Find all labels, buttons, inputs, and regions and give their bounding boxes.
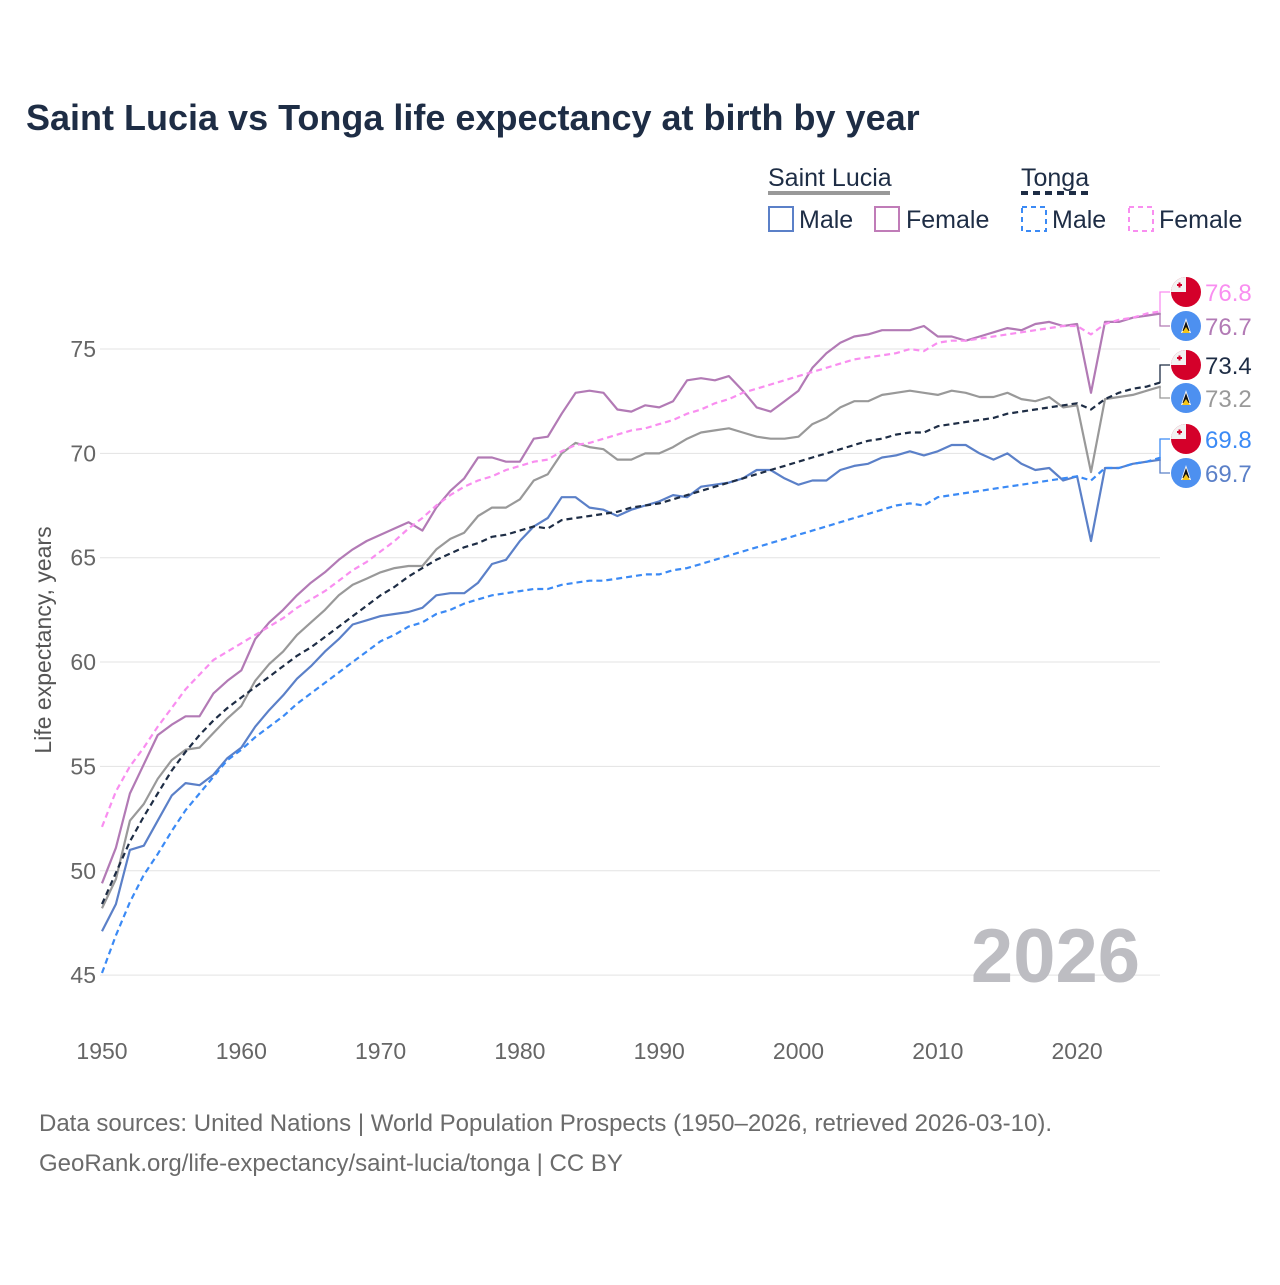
- end-label-connector: [1159, 385, 1170, 399]
- legend-tonga-male: Male: [1052, 206, 1106, 234]
- x-axis-ticks: 1950 1960 1970 1980 1990 2000 2010 2020: [76, 1038, 1102, 1064]
- chart-title: Saint Lucia vs Tonga life expectancy at …: [26, 97, 920, 138]
- legend-tonga-female: Female: [1159, 206, 1242, 234]
- y-tick-label: 75: [70, 336, 96, 362]
- legend-saint-lucia-male: Male: [799, 206, 853, 234]
- footer-sources: Data sources: United Nations | World Pop…: [39, 1110, 1052, 1137]
- tonga-flag-icon: [1171, 277, 1201, 307]
- end-label-value: 69.8: [1205, 427, 1252, 454]
- y-tick-label: 65: [70, 545, 96, 571]
- legend-saint-lucia-male-swatch: [768, 206, 794, 232]
- gridlines: [100, 348, 1160, 976]
- series-line-saint-lucia: [101, 385, 1162, 909]
- end-label-connector: [1159, 438, 1170, 459]
- legend-saint-lucia-female: Female: [906, 206, 989, 234]
- end-label-value: 73.2: [1205, 386, 1252, 413]
- series-line-tonga-female: [100, 310, 1161, 828]
- saint-lucia-flag-icon: [1171, 311, 1201, 341]
- end-labels: 76.8 76.7 73.4 73.2 69.8 69.7: [1159, 277, 1252, 488]
- y-tick-label: 55: [70, 753, 96, 779]
- x-tick-label: 1990: [634, 1038, 685, 1064]
- x-tick-label: 1960: [216, 1038, 267, 1064]
- saint-lucia-flag-icon: [1171, 458, 1201, 488]
- series-line-tonga: [100, 381, 1162, 905]
- y-tick-label: 50: [70, 858, 96, 884]
- x-tick-label: 1980: [494, 1038, 545, 1064]
- saint-lucia-flag-icon: [1171, 383, 1201, 413]
- y-tick-label: 70: [70, 440, 96, 466]
- end-label-value: 73.4: [1205, 353, 1252, 380]
- series-line-saint-lucia-female: [100, 312, 1161, 884]
- x-tick-label: 2020: [1052, 1038, 1103, 1064]
- legend-group-saint-lucia: Saint Lucia: [768, 164, 892, 192]
- y-tick-label: 45: [70, 962, 96, 988]
- end-label-connector: [1159, 291, 1170, 313]
- y-axis-label: Life expectancy, years: [30, 526, 56, 753]
- legend-tonga-male-swatch: [1021, 206, 1047, 232]
- tonga-flag-icon: [1171, 350, 1201, 380]
- legend-group-tonga: Tonga: [1021, 164, 1089, 192]
- tonga-flag-icon: [1171, 424, 1201, 454]
- x-tick-label: 2010: [912, 1038, 963, 1064]
- series-line-saint-lucia-male: [101, 443, 1161, 932]
- legend-saint-lucia-female-swatch: [874, 206, 900, 232]
- legend: Saint Lucia Male Female Tonga Male Femal…: [768, 164, 1242, 234]
- x-tick-label: 2000: [773, 1038, 824, 1064]
- footer-link[interactable]: GeoRank.org/life-expectancy/saint-lucia/…: [39, 1150, 623, 1177]
- y-tick-label: 60: [70, 649, 96, 675]
- end-label-connector: [1159, 312, 1170, 327]
- end-label-connector: [1159, 364, 1170, 384]
- series-lines: [100, 310, 1162, 974]
- watermark-year: 2026: [971, 914, 1140, 999]
- legend-tonga-female-swatch: [1128, 206, 1154, 232]
- y-axis-ticks: 45 50 55 60 65 70 75: [70, 336, 96, 988]
- series-line-tonga-male: [100, 456, 1162, 974]
- end-label-value: 76.8: [1205, 280, 1252, 307]
- x-tick-label: 1950: [76, 1038, 127, 1064]
- end-label-value: 76.7: [1205, 314, 1252, 341]
- end-label-connector: [1159, 458, 1170, 474]
- x-tick-label: 1970: [355, 1038, 406, 1064]
- end-label-value: 69.7: [1205, 461, 1252, 488]
